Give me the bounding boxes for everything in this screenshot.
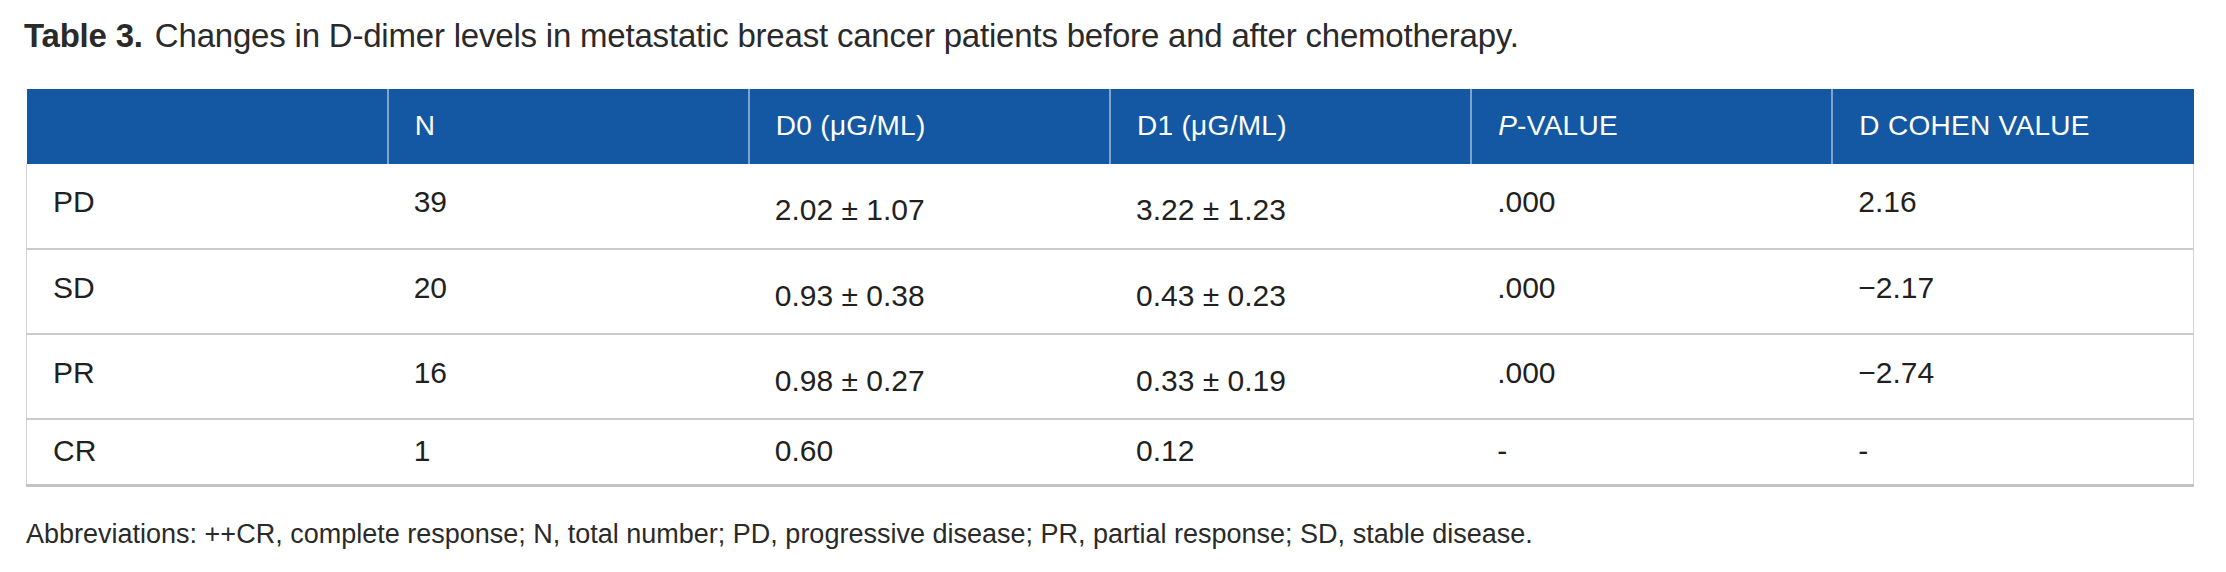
d1-cell: 0.12: [1110, 419, 1471, 486]
pvalue-rest: -VALUE: [1517, 110, 1618, 141]
d1-cell: 0.33 ± 0.19: [1110, 334, 1471, 419]
header-cell-empty: [27, 89, 388, 164]
header-cell-d0: D0 (μG/ML): [749, 89, 1110, 164]
n-cell: 20: [388, 249, 749, 334]
n-cell: 16: [388, 334, 749, 419]
pvalue-italic-p: P: [1498, 110, 1517, 141]
row-label-cell: CR: [27, 419, 388, 486]
table-header: N D0 (μG/ML) D1 (μG/ML) P-VALUE D COHEN …: [27, 89, 2194, 164]
pvalue-cell: .000: [1471, 334, 1832, 419]
table-row-pd: PD 39 2.02 ± 1.07 3.22 ± 1.23 .000 2.16: [27, 164, 2194, 249]
header-cell-pvalue: P-VALUE: [1471, 89, 1832, 164]
row-label-cell: SD: [27, 249, 388, 334]
row-label-cell: PD: [27, 164, 388, 249]
d0-cell: 0.60: [749, 419, 1110, 486]
d1-cell: 3.22 ± 1.23: [1110, 164, 1471, 249]
dcohen-cell: 2.16: [1832, 164, 2193, 249]
table-row-cr: CR 1 0.60 0.12 - -: [27, 419, 2194, 486]
table-row-pr: PR 16 0.98 ± 0.27 0.33 ± 0.19 .000 −2.74: [27, 334, 2194, 419]
table-row-sd: SD 20 0.93 ± 0.38 0.43 ± 0.23 .000 −2.17: [27, 249, 2194, 334]
results-table: N D0 (μG/ML) D1 (μG/ML) P-VALUE D COHEN …: [26, 89, 2194, 488]
table-caption-label: Table 3.: [24, 17, 143, 54]
dcohen-cell: -: [1832, 419, 2193, 486]
pvalue-cell: .000: [1471, 164, 1832, 249]
row-label-cell: PR: [27, 334, 388, 419]
dcohen-cell: −2.17: [1832, 249, 2193, 334]
n-cell: 39: [388, 164, 749, 249]
table-body: PD 39 2.02 ± 1.07 3.22 ± 1.23 .000 2.16 …: [27, 164, 2194, 486]
table-caption: Table 3. Changes in D-dimer levels in met…: [24, 16, 2196, 56]
table-caption-text: Changes in D-dimer levels in metastatic …: [155, 17, 1519, 54]
pvalue-cell: .000: [1471, 249, 1832, 334]
dcohen-cell: −2.74: [1832, 334, 2193, 419]
header-row: N D0 (μG/ML) D1 (μG/ML) P-VALUE D COHEN …: [27, 89, 2194, 164]
d1-cell: 0.43 ± 0.23: [1110, 249, 1471, 334]
header-cell-d1: D1 (μG/ML): [1110, 89, 1471, 164]
d0-cell: 0.98 ± 0.27: [749, 334, 1110, 419]
page: Table 3. Changes in D-dimer levels in met…: [0, 0, 2226, 572]
pvalue-cell: -: [1471, 419, 1832, 486]
d0-cell: 0.93 ± 0.38: [749, 249, 1110, 334]
header-cell-n: N: [388, 89, 749, 164]
abbreviations-footnote: Abbreviations: ++CR, complete response; …: [26, 518, 2196, 552]
d0-cell: 2.02 ± 1.07: [749, 164, 1110, 249]
header-cell-dcohen: D COHEN VALUE: [1832, 89, 2193, 164]
n-cell: 1: [388, 419, 749, 486]
